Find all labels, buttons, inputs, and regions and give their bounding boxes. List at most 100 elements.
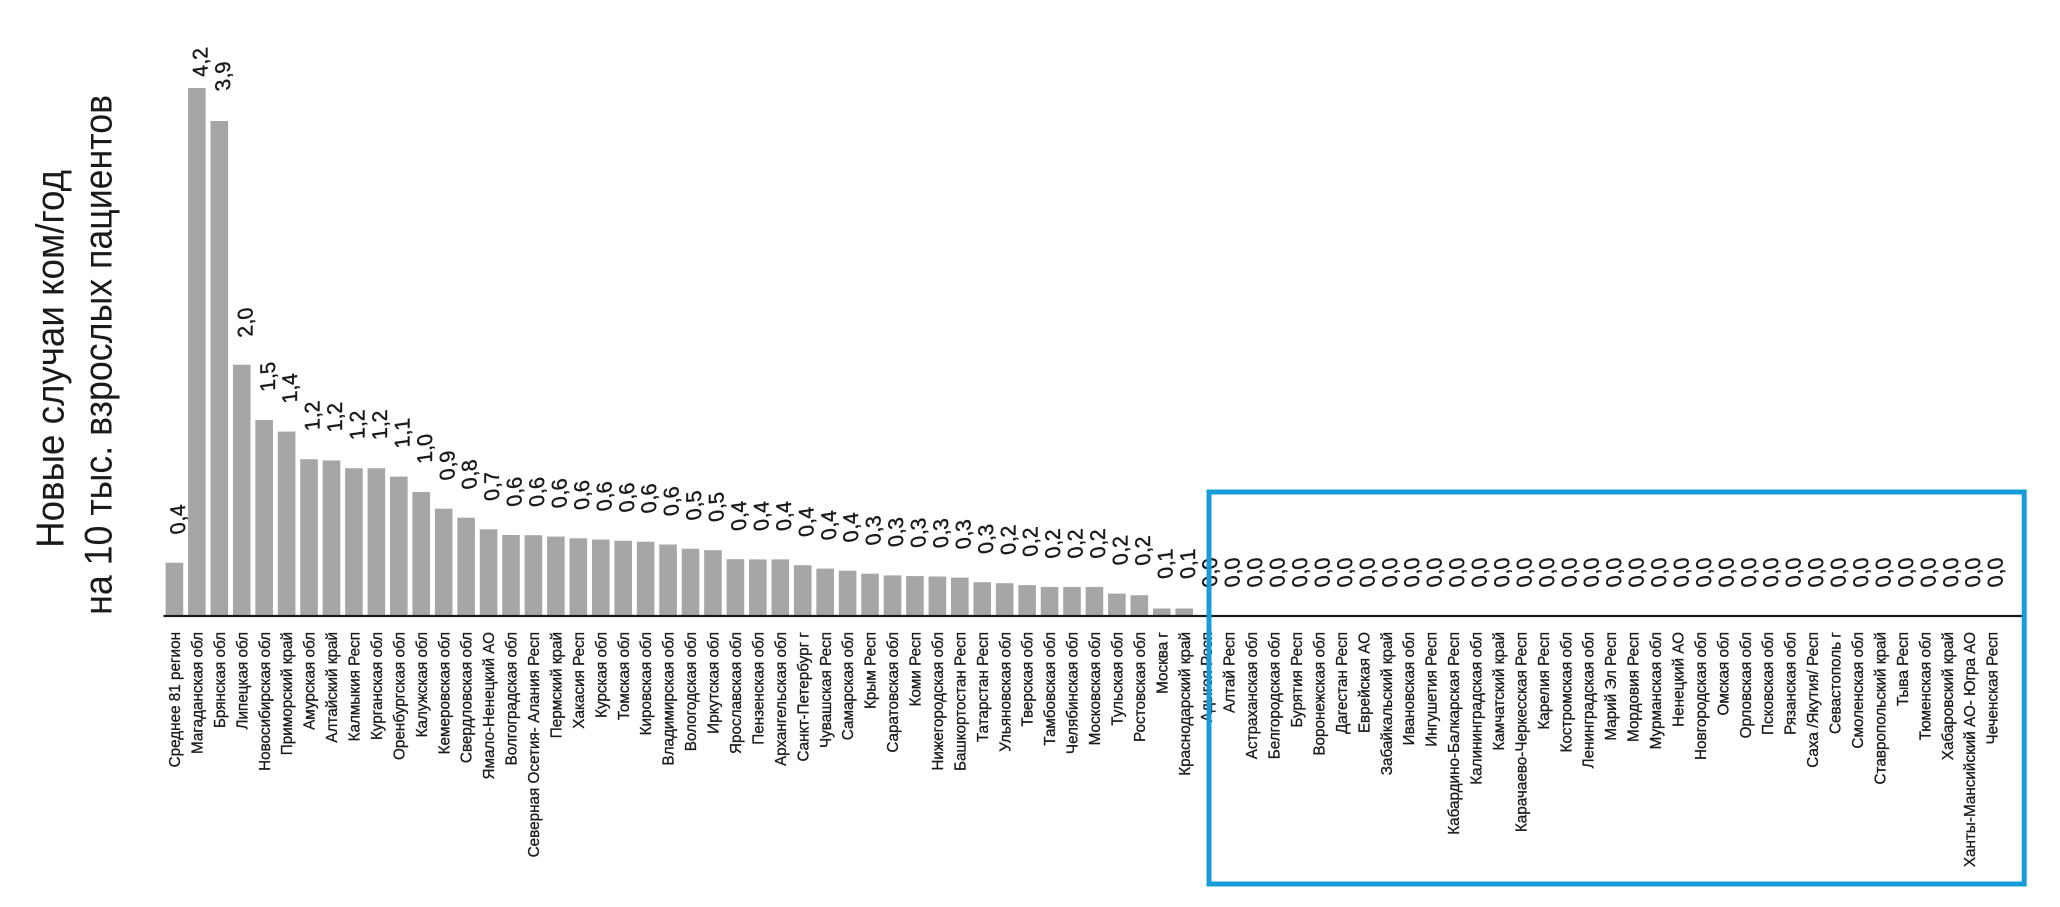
svg-text:Ставропольский край: Ставропольский край	[1872, 632, 1889, 784]
svg-text:Новые случаи ком/год: Новые случаи ком/год	[30, 170, 73, 548]
svg-text:Тюменская обл: Тюменская обл	[1917, 632, 1934, 740]
svg-text:0,0: 0,0	[1939, 556, 1963, 589]
svg-text:Хакасия Респ: Хакасия Респ	[571, 632, 588, 729]
svg-text:Санкт-Петербург г: Санкт-Петербург г	[795, 632, 812, 762]
svg-text:Тамбовская обл: Тамбовская обл	[1042, 632, 1059, 746]
svg-text:0,0: 0,0	[1557, 556, 1581, 589]
svg-text:0,0: 0,0	[1737, 556, 1761, 589]
svg-text:Волгоградская обл: Волгоградская обл	[503, 632, 520, 765]
svg-text:Еврейская АО: Еврейская АО	[1356, 632, 1373, 733]
svg-text:0,4: 0,4	[817, 509, 841, 542]
svg-text:0,6: 0,6	[570, 479, 594, 512]
svg-text:0,0: 0,0	[1468, 556, 1492, 589]
svg-text:Ивановская обл: Ивановская обл	[1401, 632, 1418, 745]
svg-text:0,0: 0,0	[1333, 556, 1357, 589]
svg-text:0,8: 0,8	[458, 458, 482, 491]
svg-text:Вологодская обл: Вологодская обл	[683, 632, 700, 751]
svg-text:0,6: 0,6	[503, 475, 527, 508]
svg-text:1,1: 1,1	[390, 417, 414, 450]
svg-text:Алтай Респ: Алтай Респ	[1221, 632, 1238, 713]
svg-text:0,3: 0,3	[907, 516, 931, 549]
svg-text:0,0: 0,0	[1355, 556, 1379, 589]
svg-text:Саратовская обл: Саратовская обл	[885, 632, 902, 753]
svg-text:Самарская обл: Самарская обл	[840, 632, 857, 740]
svg-text:0,0: 0,0	[1961, 556, 1985, 589]
svg-text:Иркутская обл: Иркутская обл	[705, 632, 722, 734]
svg-text:Новосибирская обл: Новосибирская обл	[256, 632, 273, 771]
svg-text:0,0: 0,0	[1266, 556, 1290, 589]
svg-text:Нижегородская обл: Нижегородская обл	[930, 632, 947, 771]
svg-text:0,4: 0,4	[727, 499, 751, 532]
svg-text:Камчатский край: Камчатский край	[1491, 632, 1508, 751]
svg-text:0,3: 0,3	[929, 517, 953, 550]
svg-text:0,0: 0,0	[1490, 556, 1514, 589]
svg-text:0,3: 0,3	[974, 523, 998, 556]
svg-text:Коми Респ: Коми Респ	[907, 632, 924, 707]
svg-text:0,2: 0,2	[1019, 525, 1043, 558]
svg-text:0,3: 0,3	[884, 516, 908, 549]
svg-text:0,2: 0,2	[1064, 527, 1088, 560]
svg-text:0,0: 0,0	[1400, 556, 1424, 589]
svg-text:Карачаево-Черкесская Респ: Карачаево-Черкесская Респ	[1513, 632, 1530, 832]
svg-text:Калининградская обл: Калининградская обл	[1468, 632, 1485, 785]
svg-text:0,6: 0,6	[548, 477, 572, 510]
svg-text:1,2: 1,2	[346, 409, 370, 442]
svg-text:Тыва Респ: Тыва Респ	[1895, 632, 1912, 706]
svg-text:0,2: 0,2	[1041, 527, 1065, 560]
svg-text:0,0: 0,0	[1984, 556, 2008, 589]
svg-text:0,0: 0,0	[1759, 556, 1783, 589]
svg-text:Крым Респ: Крым Респ	[862, 632, 879, 709]
svg-text:0,6: 0,6	[592, 480, 616, 513]
svg-text:Кабардино-Балкарская Респ: Кабардино-Балкарская Респ	[1446, 632, 1463, 835]
svg-text:0,0: 0,0	[1714, 556, 1738, 589]
svg-text:Хабаровский край: Хабаровский край	[1939, 632, 1956, 760]
svg-text:Амурская обл: Амурская обл	[301, 632, 318, 730]
svg-text:0,3: 0,3	[951, 518, 975, 551]
svg-text:Архангельская обл: Архангельская обл	[773, 632, 790, 766]
svg-text:Москва г: Москва г	[1154, 632, 1171, 694]
svg-text:0,6: 0,6	[525, 476, 549, 509]
svg-text:Марий Эл Респ: Марий Эл Респ	[1603, 632, 1620, 741]
svg-text:Челябинская обл: Челябинская обл	[1064, 632, 1081, 754]
svg-text:1,2: 1,2	[323, 401, 347, 434]
svg-text:Оренбургская обл: Оренбургская обл	[391, 632, 408, 760]
svg-text:0,1: 0,1	[1176, 548, 1200, 581]
svg-text:0,9: 0,9	[435, 449, 459, 482]
svg-text:0,0: 0,0	[1827, 556, 1851, 589]
svg-text:Курганская обл: Курганская обл	[369, 632, 386, 740]
svg-text:0,0: 0,0	[1625, 556, 1649, 589]
svg-text:0,2: 0,2	[1086, 527, 1110, 560]
svg-text:0,0: 0,0	[1423, 556, 1447, 589]
svg-text:0,0: 0,0	[1692, 556, 1716, 589]
svg-text:Кемеровская обл: Кемеровская обл	[436, 632, 453, 754]
svg-text:0,0: 0,0	[1580, 556, 1604, 589]
svg-text:Ростовская обл: Ростовская обл	[1132, 632, 1149, 742]
svg-text:0,2: 0,2	[996, 524, 1020, 557]
svg-text:Ямало-Ненецкий АО: Ямало-Ненецкий АО	[481, 632, 498, 780]
svg-text:0,6: 0,6	[660, 485, 684, 518]
svg-text:Краснодарский край: Краснодарский край	[1177, 632, 1194, 776]
svg-text:Ханты-Мансийский АО- Югра АО: Ханты-Мансийский АО- Югра АО	[1962, 632, 1979, 867]
svg-text:0,0: 0,0	[1288, 556, 1312, 589]
svg-text:Мордовия Респ: Мордовия Респ	[1625, 632, 1642, 742]
svg-text:на 10 тыс. взрослых пациентов: на 10 тыс. взрослых пациентов	[78, 95, 121, 615]
svg-text:0,4: 0,4	[750, 500, 774, 533]
svg-text:0,0: 0,0	[1670, 556, 1694, 589]
svg-text:0,4: 0,4	[794, 505, 818, 538]
svg-text:0,0: 0,0	[1602, 556, 1626, 589]
svg-text:1,2: 1,2	[368, 409, 392, 442]
svg-text:0,0: 0,0	[1512, 556, 1536, 589]
svg-text:Рязанская обл: Рязанская обл	[1782, 632, 1799, 735]
svg-text:0,7: 0,7	[480, 470, 504, 503]
svg-text:1,2: 1,2	[301, 400, 325, 433]
svg-text:0,0: 0,0	[1916, 556, 1940, 589]
svg-text:Астраханская обл: Астраханская обл	[1244, 632, 1261, 759]
svg-text:0,0: 0,0	[1647, 556, 1671, 589]
svg-text:0,0: 0,0	[1894, 556, 1918, 589]
svg-text:0,0: 0,0	[1535, 556, 1559, 589]
svg-text:Ульяновская обл: Ульяновская обл	[997, 632, 1014, 752]
svg-text:0,1: 0,1	[1153, 548, 1177, 581]
svg-text:Ярославская обл: Ярославская обл	[728, 632, 745, 754]
svg-text:1,0: 1,0	[413, 432, 437, 465]
svg-text:Калмыкия Респ: Калмыкия Респ	[346, 632, 363, 741]
